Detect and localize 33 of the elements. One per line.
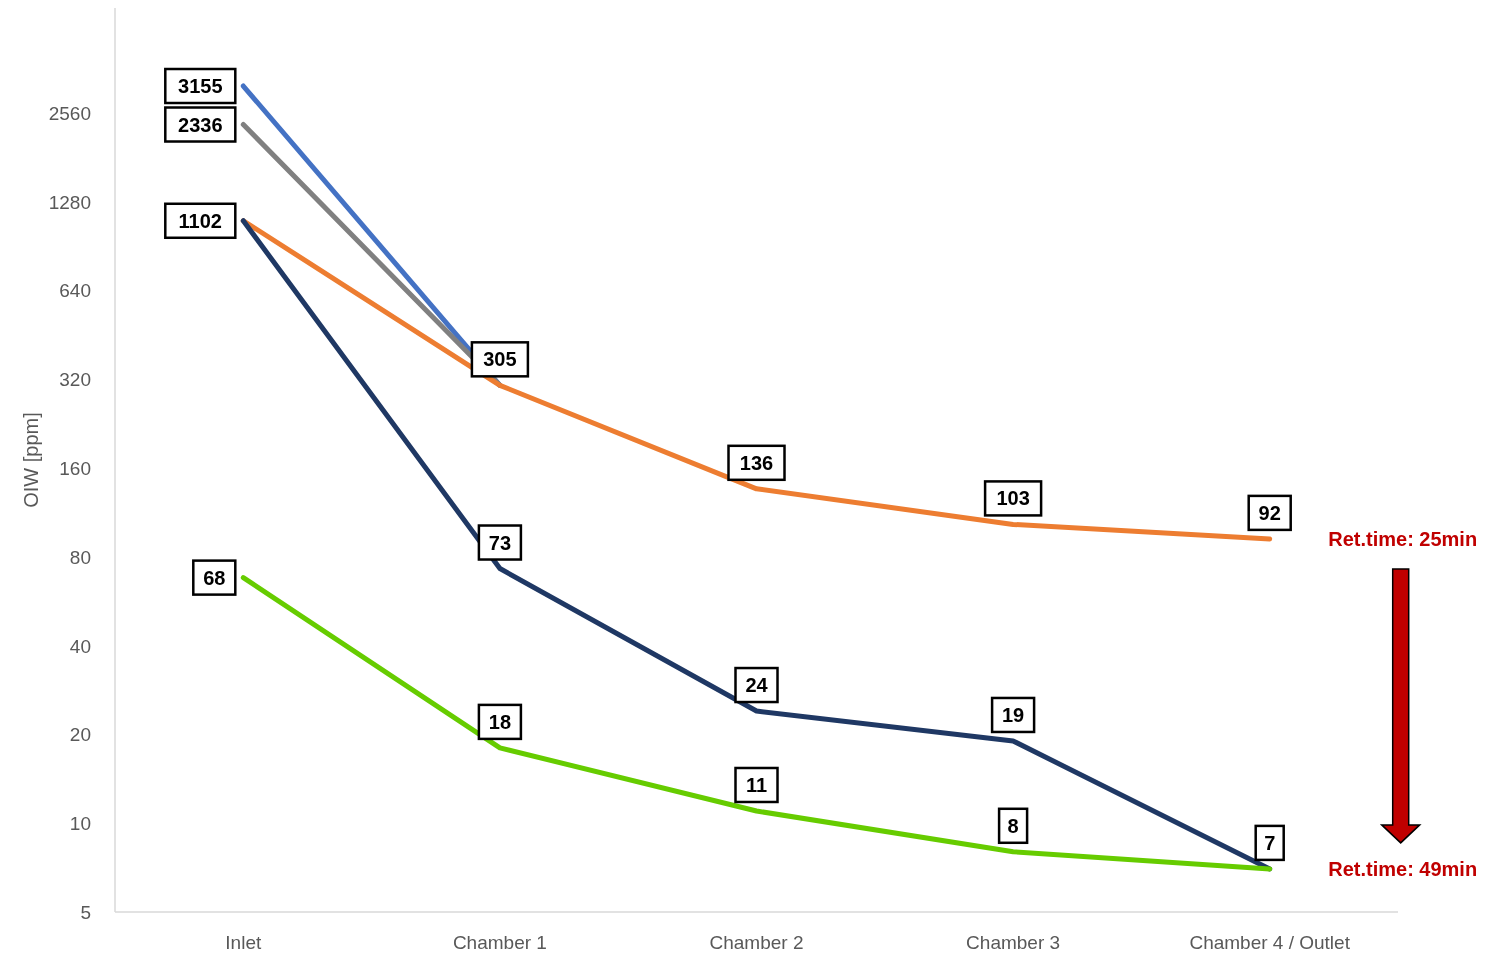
x-tick-label: Chamber 2 (709, 932, 804, 953)
y-tick-label: 80 (69, 546, 91, 568)
y-tick-label: 1280 (48, 191, 91, 213)
annotation: Ret.time: 25min (1328, 527, 1478, 550)
y-tick-label: 20 (69, 724, 91, 746)
data-label: 2336 (178, 113, 223, 136)
data-label: 24 (745, 674, 769, 697)
y-axis-title: OIW [ppm] (20, 412, 42, 508)
x-tick-label: Inlet (225, 932, 262, 953)
x-tick-label: Chamber 3 (966, 932, 1061, 953)
data-label: 73 (488, 531, 512, 554)
y-tick-label: 2560 (48, 102, 91, 124)
data-label: 92 (1258, 501, 1281, 524)
data-label: 19 (1001, 703, 1025, 726)
y-tick-label: 40 (69, 635, 91, 657)
data-label: 1102 (178, 209, 222, 232)
data-label: 305 (483, 348, 517, 371)
y-tick-label: 10 (69, 813, 91, 835)
y-tick-label: 640 (59, 280, 91, 302)
y-tick-label: 320 (59, 369, 91, 391)
data-label: 11 (745, 773, 768, 796)
x-tick-label: Chamber 1 (452, 932, 547, 953)
y-tick-label: 5 (80, 902, 91, 923)
data-label: 136 (739, 451, 774, 474)
data-label: 8 (1007, 814, 1019, 837)
data-label: 18 (488, 710, 512, 733)
data-label: 68 (203, 566, 226, 589)
annotation: Ret.time: 49min (1328, 857, 1478, 880)
data-label: 3155 (178, 75, 223, 98)
data-label: 103 (996, 487, 1030, 510)
y-tick-label: 160 (59, 457, 91, 479)
x-tick-label: Chamber 4 / Outlet (1189, 932, 1351, 953)
data-label: 7 (1264, 831, 1276, 854)
